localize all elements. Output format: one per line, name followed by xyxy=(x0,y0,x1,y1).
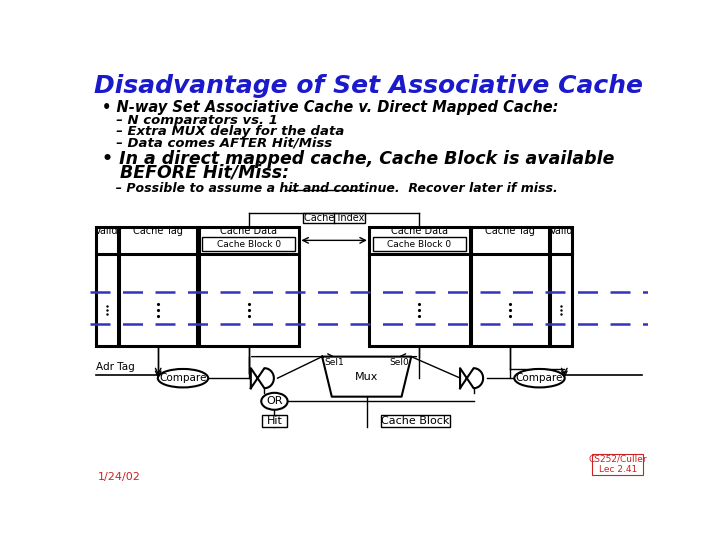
Text: Cache Data: Cache Data xyxy=(391,226,448,236)
Text: Cache Index: Cache Index xyxy=(304,213,364,222)
Polygon shape xyxy=(322,356,411,397)
Text: BEFORE Hit/Miss:: BEFORE Hit/Miss: xyxy=(102,164,289,181)
Bar xyxy=(550,226,572,346)
Bar xyxy=(381,415,451,428)
Text: • In a direct mapped cache, Cache Block is available: • In a direct mapped cache, Cache Block … xyxy=(102,150,614,168)
Ellipse shape xyxy=(261,393,287,410)
Text: Adr Tag: Adr Tag xyxy=(96,362,135,373)
Text: Valid: Valid xyxy=(95,226,119,236)
Text: Mux: Mux xyxy=(355,372,379,382)
Bar xyxy=(199,226,300,346)
Bar xyxy=(303,213,365,222)
Text: – Data comes AFTER Hit/Miss: – Data comes AFTER Hit/Miss xyxy=(107,137,332,150)
Text: Cache Block: Cache Block xyxy=(382,416,450,426)
Bar xyxy=(472,226,549,346)
Text: CS252/Culler
Lec 2.41: CS252/Culler Lec 2.41 xyxy=(588,455,647,474)
Text: Cache Data: Cache Data xyxy=(220,226,277,236)
Text: Cache Tag: Cache Tag xyxy=(485,226,535,236)
Ellipse shape xyxy=(158,369,208,387)
Ellipse shape xyxy=(514,369,564,387)
Text: • N-way Set Associative Cache v. Direct Mapped Cache:: • N-way Set Associative Cache v. Direct … xyxy=(102,100,558,114)
Text: OR: OR xyxy=(266,396,283,406)
Text: – N comparators vs. 1: – N comparators vs. 1 xyxy=(107,114,278,127)
Text: Compare: Compare xyxy=(159,373,207,383)
Text: – Extra MUX delay for the data: – Extra MUX delay for the data xyxy=(107,125,344,138)
Text: Disadvantage of Set Associative Cache: Disadvantage of Set Associative Cache xyxy=(94,75,644,98)
Bar xyxy=(202,237,295,251)
Text: Cache Block 0: Cache Block 0 xyxy=(387,240,451,249)
Text: Cache Block 0: Cache Block 0 xyxy=(217,240,281,249)
Bar xyxy=(262,415,287,428)
Text: Sel1: Sel1 xyxy=(325,357,344,367)
Text: – Possible to assume a hit and continue.  Recover later if miss.: – Possible to assume a hit and continue.… xyxy=(107,181,558,194)
Text: Compare: Compare xyxy=(516,373,563,383)
Text: 1/24/02: 1/24/02 xyxy=(98,472,140,482)
Text: Cache Tag: Cache Tag xyxy=(133,226,183,236)
Bar xyxy=(369,226,469,346)
Polygon shape xyxy=(251,368,274,388)
Text: Valid: Valid xyxy=(549,226,573,236)
Bar xyxy=(120,226,197,346)
Bar xyxy=(593,454,644,475)
Text: Hit: Hit xyxy=(266,416,282,426)
Bar xyxy=(373,237,466,251)
Bar xyxy=(96,226,118,346)
Polygon shape xyxy=(460,368,483,388)
Text: Sel0: Sel0 xyxy=(389,357,409,367)
